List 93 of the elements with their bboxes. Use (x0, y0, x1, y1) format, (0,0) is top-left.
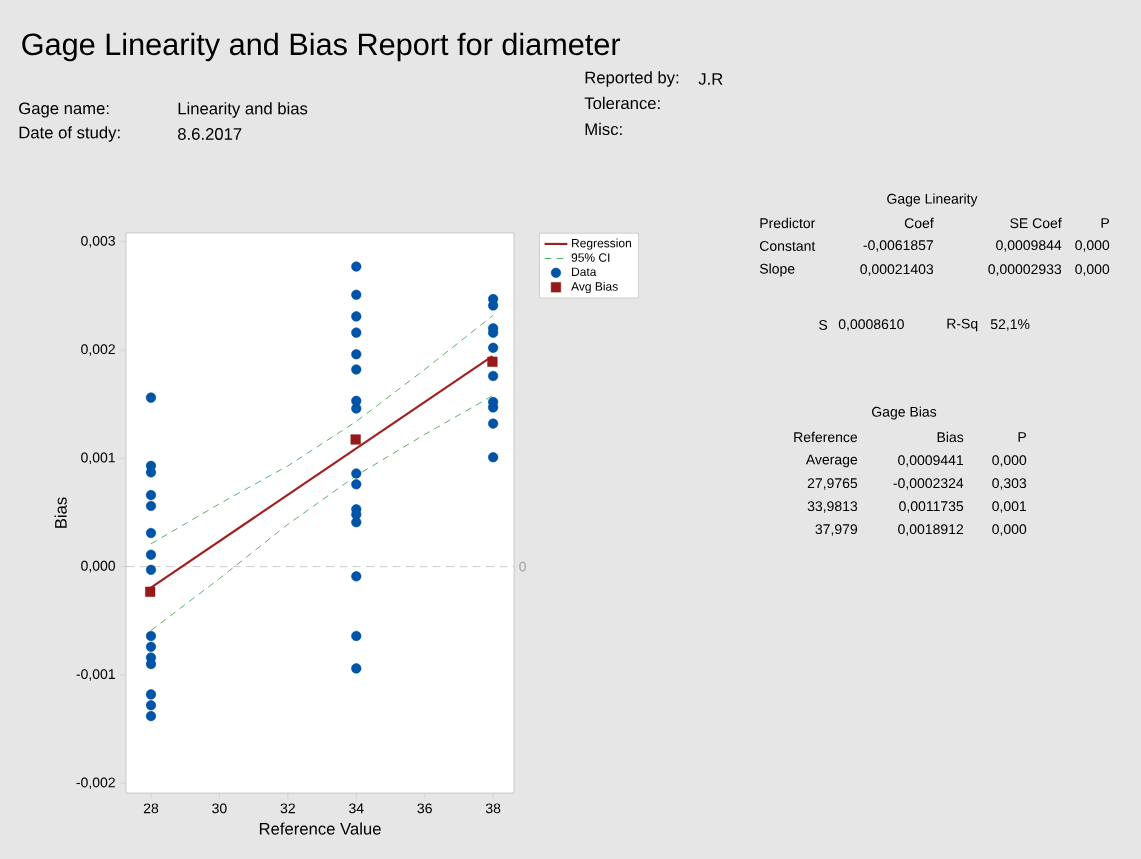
text: 27,9765 (807, 478, 858, 490)
y-tick-label: 0,002 (81, 344, 115, 356)
point (488, 452, 499, 463)
text: Coef (904, 217, 934, 229)
text: 0,0009441 (898, 455, 964, 467)
point (145, 630, 157, 641)
y-tick-label: 0,003 (81, 235, 115, 248)
text: 0,303 (992, 478, 1027, 490)
text: 0,001 (992, 501, 1027, 513)
point (145, 700, 157, 711)
text: -0,0002324 (893, 478, 964, 490)
text: J.R (698, 73, 723, 85)
point (145, 641, 157, 652)
chart-title: Gage Linearity and Bias Report for diameter (22, 32, 621, 62)
y-axis-title: Bias (54, 497, 67, 528)
x-tick-label: 34 (349, 803, 364, 814)
point (350, 434, 361, 445)
text: 0,0011735 (899, 501, 964, 513)
text: S (819, 320, 828, 330)
text: 0,0018912 (898, 524, 964, 536)
x-tick-label: 36 (417, 803, 432, 814)
y-tick-label: 0,000 (81, 560, 116, 573)
text: Gage Bias (872, 406, 937, 420)
point (351, 630, 362, 641)
y-tick-label: 0,001 (81, 452, 115, 465)
text: Predictor (760, 217, 816, 229)
text: Date of study: (19, 126, 120, 142)
x-tick-label: 32 (280, 803, 295, 814)
point (145, 586, 156, 597)
text: 0,0008610 (838, 319, 904, 331)
text: -0,0061857 (863, 240, 934, 252)
text: R-Sq (947, 318, 978, 332)
text: Reported by: (585, 71, 679, 87)
legend-label: Regression (572, 238, 631, 250)
text: Tolerance: (584, 96, 660, 110)
legend-label: Data (572, 267, 597, 277)
point (145, 490, 157, 501)
point (351, 403, 362, 414)
point (351, 289, 362, 300)
text: Reference (794, 431, 858, 443)
text: 0,000 (992, 455, 1027, 467)
text: 0,0009844 (996, 240, 1062, 252)
text: Linearity and bias (178, 102, 308, 118)
text: 52,1% (990, 319, 1030, 331)
text: Gage Linearity (887, 193, 978, 207)
point (145, 500, 157, 512)
point (351, 349, 362, 360)
text: Slope (759, 263, 795, 277)
point (145, 689, 157, 700)
text: 33,9813 (807, 501, 858, 513)
point (351, 663, 362, 674)
text: 0,000 (1075, 264, 1110, 276)
text: Average (805, 454, 858, 468)
text: P (1018, 432, 1026, 442)
point (351, 479, 362, 490)
legend-label: Avg Bias (571, 281, 618, 294)
point (145, 564, 157, 575)
point (488, 370, 499, 382)
text: 8.6.2017 (178, 128, 242, 140)
point (145, 527, 157, 539)
y-tick-label: -0,001 (76, 669, 115, 681)
text: Misc: (585, 122, 622, 136)
point (487, 356, 498, 367)
ref-line-label: 0 (519, 561, 526, 572)
point (145, 549, 157, 560)
point (351, 261, 362, 272)
point (488, 342, 499, 353)
point (351, 468, 362, 479)
point (351, 364, 362, 375)
text: 0,00021403 (860, 264, 934, 276)
point (351, 311, 362, 322)
text: 0,000 (992, 524, 1027, 536)
text: 0,000 (1075, 240, 1110, 252)
point (145, 711, 157, 722)
point (488, 418, 499, 429)
point (145, 659, 157, 670)
y-tick-label: -0,002 (76, 777, 115, 790)
text: P (1101, 218, 1109, 228)
point (351, 517, 362, 528)
text: Gage name: (19, 102, 109, 118)
text: 37,979 (815, 524, 858, 536)
x-tick-label: 30 (212, 803, 227, 814)
point (351, 571, 362, 582)
legend-label: 95% CI (571, 253, 610, 262)
text: 0,00002933 (988, 264, 1062, 276)
point (145, 392, 157, 403)
text: SE Coef (1010, 217, 1062, 229)
text: Constant (759, 241, 816, 251)
x-tick-label: 28 (143, 803, 159, 814)
x-tick-label: 38 (485, 803, 501, 814)
text: Bias (937, 431, 964, 443)
point (351, 327, 362, 338)
x-axis-title: Reference Value (259, 822, 381, 835)
